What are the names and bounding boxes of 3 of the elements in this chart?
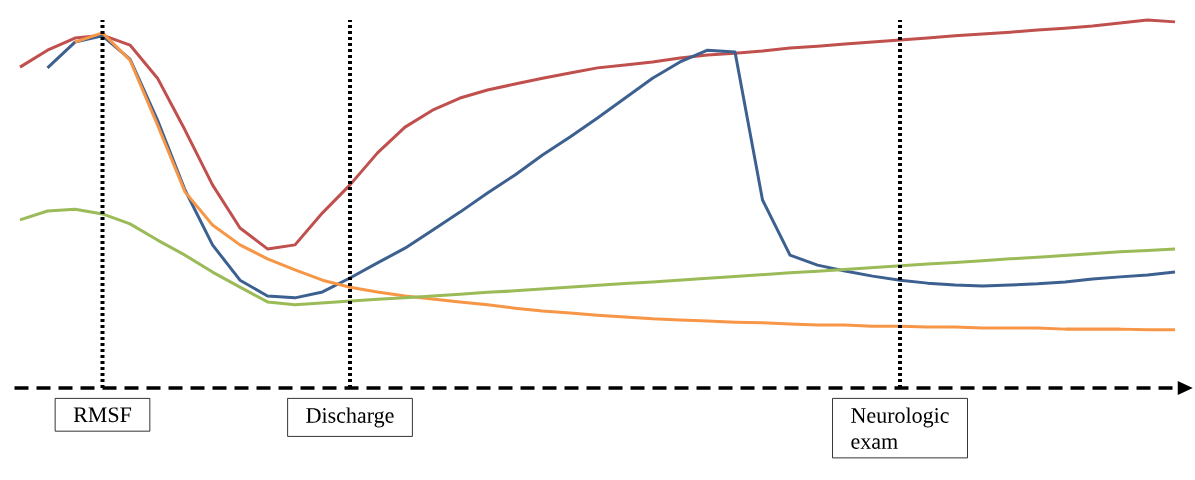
x-tick-label: Discharge	[306, 407, 394, 428]
x-tick-label: Neurologic exam	[851, 407, 949, 449]
x-tick-label: RMSF	[73, 407, 132, 423]
